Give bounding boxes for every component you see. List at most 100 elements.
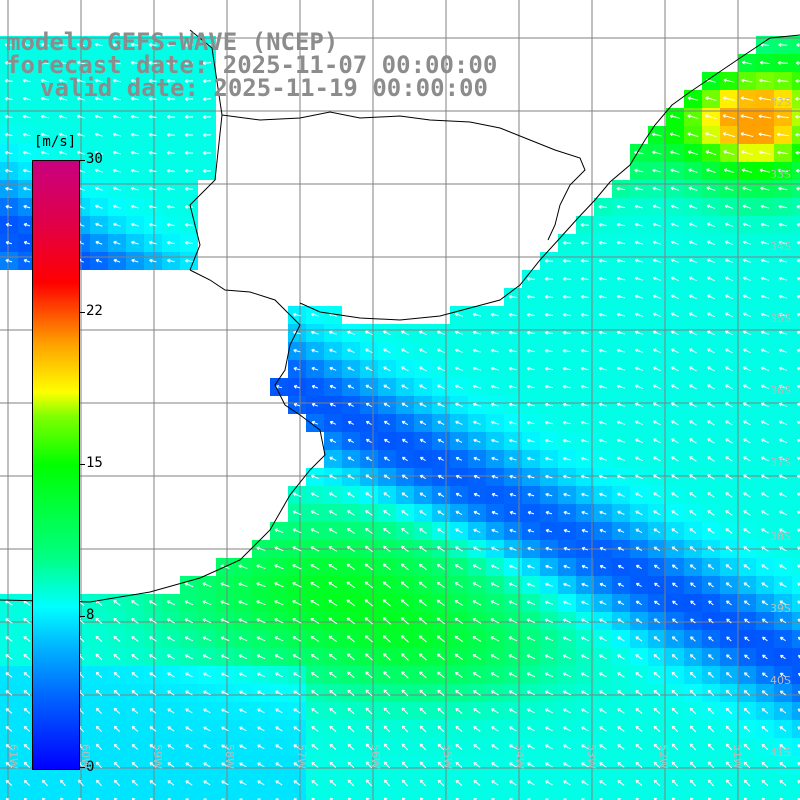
wind-arrowhead [293, 744, 297, 748]
wind-arrowhead [292, 546, 296, 550]
wind-arrowhead [598, 438, 603, 443]
wind-arrowhead [436, 599, 441, 604]
wind-arrow [653, 690, 661, 696]
wind-arrowhead [202, 600, 206, 605]
wind-arrow [707, 492, 715, 498]
wind-arrowhead [707, 689, 712, 694]
wind-arrow [365, 384, 373, 390]
wind-arrow [202, 80, 212, 82]
wind-arrowhead [292, 312, 297, 317]
wind-arrow [491, 385, 499, 389]
wind-arrow [130, 115, 140, 119]
wind-arrowhead [23, 672, 28, 676]
wind-arrow [203, 780, 211, 786]
wind-arrow [563, 780, 571, 786]
wind-arrow [437, 331, 445, 335]
wind-arrow [527, 547, 535, 551]
wind-arrow [383, 474, 391, 480]
wind-cell [684, 792, 702, 800]
wind-arrow [725, 510, 733, 516]
wind-arrow [562, 332, 572, 334]
wind-arrow [689, 474, 697, 480]
wind-arrowhead [778, 330, 783, 335]
wind-arrowhead [293, 402, 298, 407]
wind-arrow [581, 654, 589, 660]
wind-arrow [311, 331, 319, 335]
wind-arrowhead [672, 582, 676, 587]
wind-arrowhead [365, 671, 369, 675]
wind-arrow [635, 726, 643, 732]
wind-cell [594, 792, 612, 800]
wind-arrowhead [166, 78, 170, 83]
wind-arrowhead [562, 420, 567, 425]
wind-arrowhead [293, 690, 297, 694]
wind-arrow [401, 384, 409, 390]
wind-arrow [797, 475, 800, 478]
wind-arrowhead [743, 707, 748, 712]
wind-arrow [779, 528, 787, 534]
wind-arrowhead [346, 617, 351, 621]
wind-arrow [401, 779, 409, 787]
wind-arrowhead [652, 402, 657, 407]
wind-arrowhead [274, 600, 278, 604]
wind-arrow [526, 654, 536, 660]
wind-arrow [401, 563, 409, 571]
wind-arrow [527, 403, 535, 407]
wind-arrow [796, 295, 800, 298]
wind-arrowhead [383, 456, 388, 461]
wind-arrowhead [401, 402, 405, 407]
wind-arrowhead [454, 635, 459, 640]
wind-arrowhead [149, 708, 153, 712]
wind-arrow [545, 583, 553, 587]
wind-cell [90, 792, 108, 800]
wind-arrow [562, 278, 572, 280]
wind-arrow [671, 743, 679, 751]
wind-arrow [508, 582, 518, 588]
wind-arrow [184, 206, 194, 208]
wind-arrowhead [184, 186, 188, 191]
wind-arrow [635, 762, 643, 768]
colorbar-tick-8: 8 [86, 607, 95, 623]
wind-arrow [113, 115, 121, 119]
wind-arrow [311, 385, 319, 389]
wind-arrow [690, 618, 696, 624]
wind-arrowhead [616, 402, 621, 407]
wind-arrowhead [508, 312, 513, 317]
wind-arrowhead [724, 186, 728, 191]
wind-arrowhead [690, 600, 694, 605]
wind-arrowhead [688, 222, 693, 227]
wind-arrow [688, 187, 698, 191]
wind-arrowhead [185, 744, 189, 748]
wind-arrowhead [329, 761, 334, 766]
wind-arrowhead [690, 582, 694, 586]
wind-arrow [562, 636, 572, 642]
wind-arrow [599, 421, 607, 425]
wind-arrow [185, 260, 193, 262]
wind-arrow [760, 187, 770, 191]
wind-arrow [707, 258, 715, 264]
wind-arrowhead [166, 132, 170, 137]
wind-arrow [797, 385, 800, 388]
wind-arrowhead [526, 384, 531, 389]
wind-arrow [527, 457, 535, 461]
wind-arrow [131, 762, 139, 768]
wind-arrow [365, 725, 373, 733]
wind-arrowhead [310, 564, 314, 568]
wind-arrowhead [634, 222, 639, 227]
wind-arrowhead [40, 60, 45, 65]
wind-arrowhead [797, 780, 800, 784]
wind-arrowhead [383, 384, 387, 389]
wind-arrowhead [634, 240, 639, 245]
wind-arrow [347, 528, 355, 534]
wind-arrowhead [473, 708, 477, 712]
wind-arrow [761, 349, 769, 353]
wind-arrow [653, 456, 661, 462]
wind-arrow [383, 402, 391, 408]
wind-arrow [148, 187, 158, 191]
wind-cell [792, 450, 800, 468]
wind-arrowhead [563, 474, 567, 479]
wind-arrow [419, 743, 427, 751]
wind-arrowhead [687, 96, 692, 101]
wind-arrowhead [653, 492, 657, 496]
wind-arrowhead [365, 725, 370, 730]
